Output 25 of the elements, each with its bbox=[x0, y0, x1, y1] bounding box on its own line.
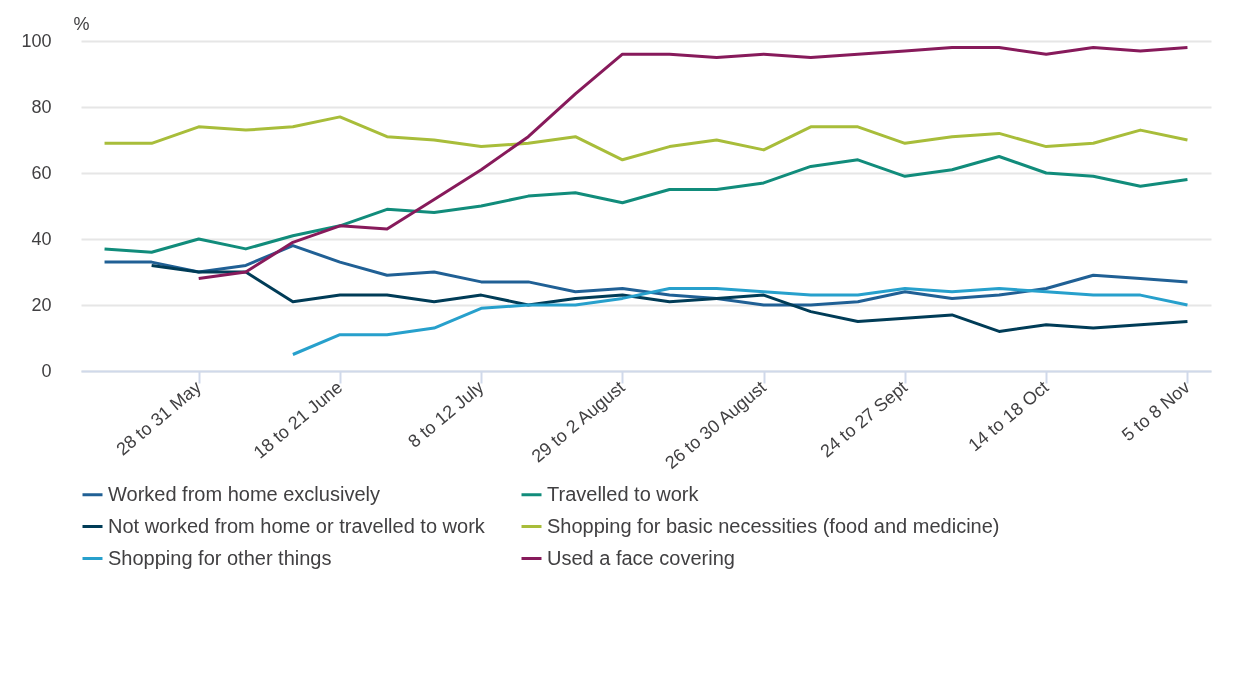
line-series bbox=[291, 287, 1189, 356]
y-tick-label: 60 bbox=[31, 162, 52, 183]
legend-label: Travelled to work bbox=[547, 482, 700, 505]
legend-label: Not worked from home or travelled to work bbox=[108, 514, 486, 537]
legend-label: Shopping for other things bbox=[108, 546, 332, 569]
x-tick-label: 5 to 8 Nov bbox=[1118, 377, 1194, 446]
y-axis-title: % bbox=[73, 13, 90, 34]
legend-label: Used a face covering bbox=[547, 546, 735, 569]
legend-label: Shopping for basic necessities (food and medicine) bbox=[547, 514, 1000, 537]
x-tick-label: 8 to 12 July bbox=[404, 377, 488, 452]
line-series bbox=[197, 46, 1189, 281]
x-tick-label: 24 to 27 Sept bbox=[816, 377, 912, 462]
x-tick-label: 18 to 21 June bbox=[249, 377, 347, 463]
x-tick-label: 14 to 18 Oct bbox=[964, 377, 1053, 456]
y-tick-label: 40 bbox=[31, 228, 52, 249]
y-tick-label: 20 bbox=[31, 294, 52, 315]
y-tick-label: 100 bbox=[21, 30, 52, 51]
line-series bbox=[103, 155, 1189, 254]
line-series bbox=[150, 263, 1189, 333]
y-tick-label: 80 bbox=[31, 96, 52, 117]
legend-label: Worked from home exclusively bbox=[108, 482, 380, 505]
y-tick-label: 0 bbox=[41, 360, 52, 381]
line-series bbox=[103, 244, 1189, 307]
x-tick-label: 28 to 31 May bbox=[112, 377, 205, 460]
line-series bbox=[103, 115, 1189, 162]
